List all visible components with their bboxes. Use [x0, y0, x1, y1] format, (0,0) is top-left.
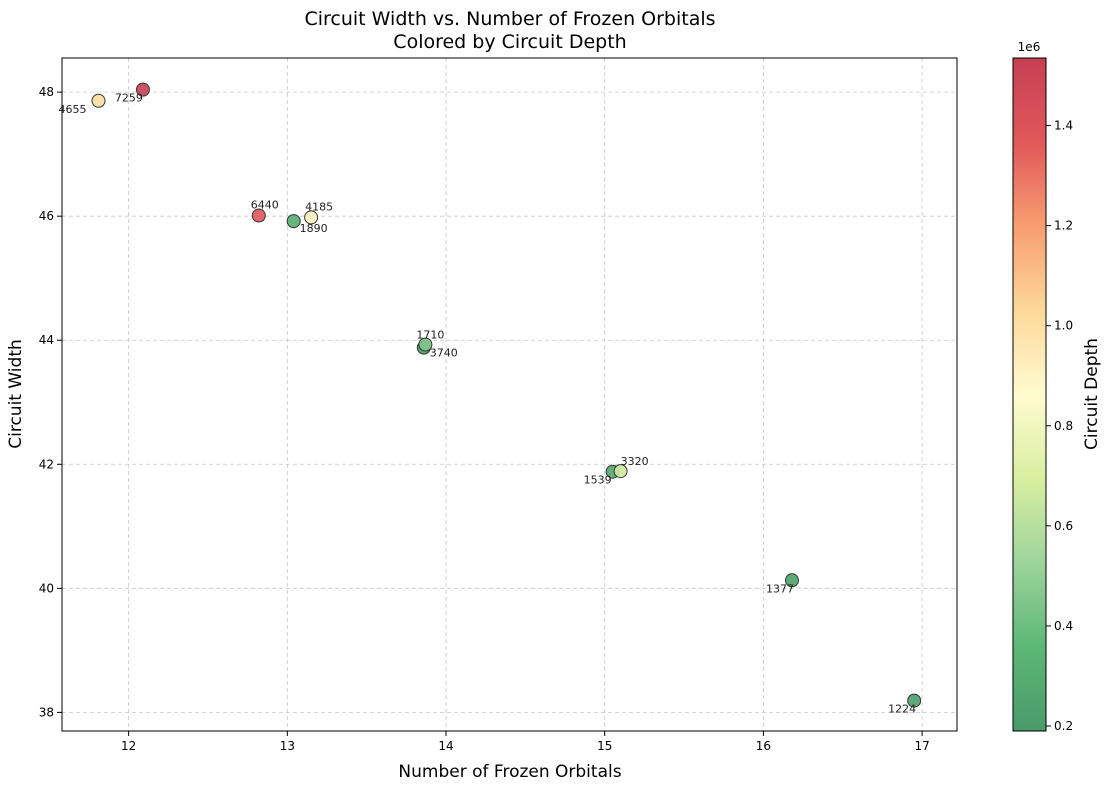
point-annotation: 3740 — [430, 347, 458, 360]
y-axis-label: Circuit Width — [6, 339, 26, 449]
y-tick-label: 38 — [39, 705, 54, 719]
point-annotation: 6440 — [251, 199, 279, 212]
y-tick-label: 46 — [39, 209, 54, 223]
chart-title-line-1: Circuit Width vs. Number of Frozen Orbit… — [304, 8, 715, 30]
data-point — [784, 573, 799, 588]
chart-title-line-2: Colored by Circuit Depth — [393, 31, 626, 53]
point-annotation: 7259 — [115, 92, 143, 105]
data-point — [304, 210, 319, 225]
data-points — [91, 82, 922, 708]
colorbar-offset-label: 1e6 — [1018, 40, 1041, 54]
colorbar-tick-label: 0.4 — [1054, 619, 1073, 633]
colorbar-tick-label: 1.0 — [1054, 319, 1073, 333]
colorbar-tick-label: 0.2 — [1054, 719, 1073, 733]
point-annotation: 1377 — [766, 582, 794, 595]
colorbar-tick-label: 0.8 — [1054, 419, 1073, 433]
colorbar-label: Circuit Depth — [1082, 338, 1102, 450]
x-tick-label: 14 — [438, 739, 453, 753]
point-annotation: 1890 — [300, 222, 328, 235]
data-point — [91, 93, 106, 108]
point-annotation: 1710 — [416, 329, 444, 342]
x-tick-label: 12 — [121, 739, 136, 753]
point-annotation: 4655 — [58, 103, 86, 116]
point-annotation: 4185 — [305, 200, 333, 213]
data-point — [135, 82, 150, 97]
x-axis-ticks: 12 13 14 15 16 17 — [121, 731, 930, 753]
data-point — [613, 464, 628, 479]
x-tick-label: 17 — [914, 739, 929, 753]
colorbar-tick-label: 1.4 — [1054, 119, 1073, 133]
plot-frame — [61, 57, 958, 732]
colorbar-tick-label: 0.6 — [1054, 519, 1073, 533]
y-tick-label: 44 — [39, 333, 54, 347]
point-annotation: 1224 — [888, 703, 916, 716]
data-point — [286, 214, 301, 229]
x-tick-label: 15 — [597, 739, 612, 753]
y-tick-label: 48 — [39, 85, 54, 99]
y-tick-label: 42 — [39, 457, 54, 471]
point-annotation: 1539 — [584, 474, 612, 487]
y-axis-ticks: 38 40 42 44 46 48 — [39, 85, 62, 719]
colorbar-tick-label: 1.2 — [1054, 219, 1073, 233]
point-annotations: 7259 4655 6440 1890 4185 3740 1710 1539 3320 1377… — [58, 92, 916, 716]
x-axis-label: Number of Frozen Orbitals — [398, 762, 621, 782]
x-tick-label: 13 — [280, 739, 295, 753]
data-point — [418, 337, 433, 352]
y-tick-label: 40 — [39, 581, 54, 595]
data-point — [907, 693, 922, 708]
colorbar — [1012, 57, 1047, 732]
data-point — [251, 208, 266, 223]
x-tick-label: 16 — [756, 739, 771, 753]
grid — [62, 58, 957, 731]
point-annotation: 3320 — [621, 455, 649, 468]
colorbar-ticks: 0.2 0.4 0.6 0.8 1.0 1.2 1.4 — [1046, 119, 1073, 733]
